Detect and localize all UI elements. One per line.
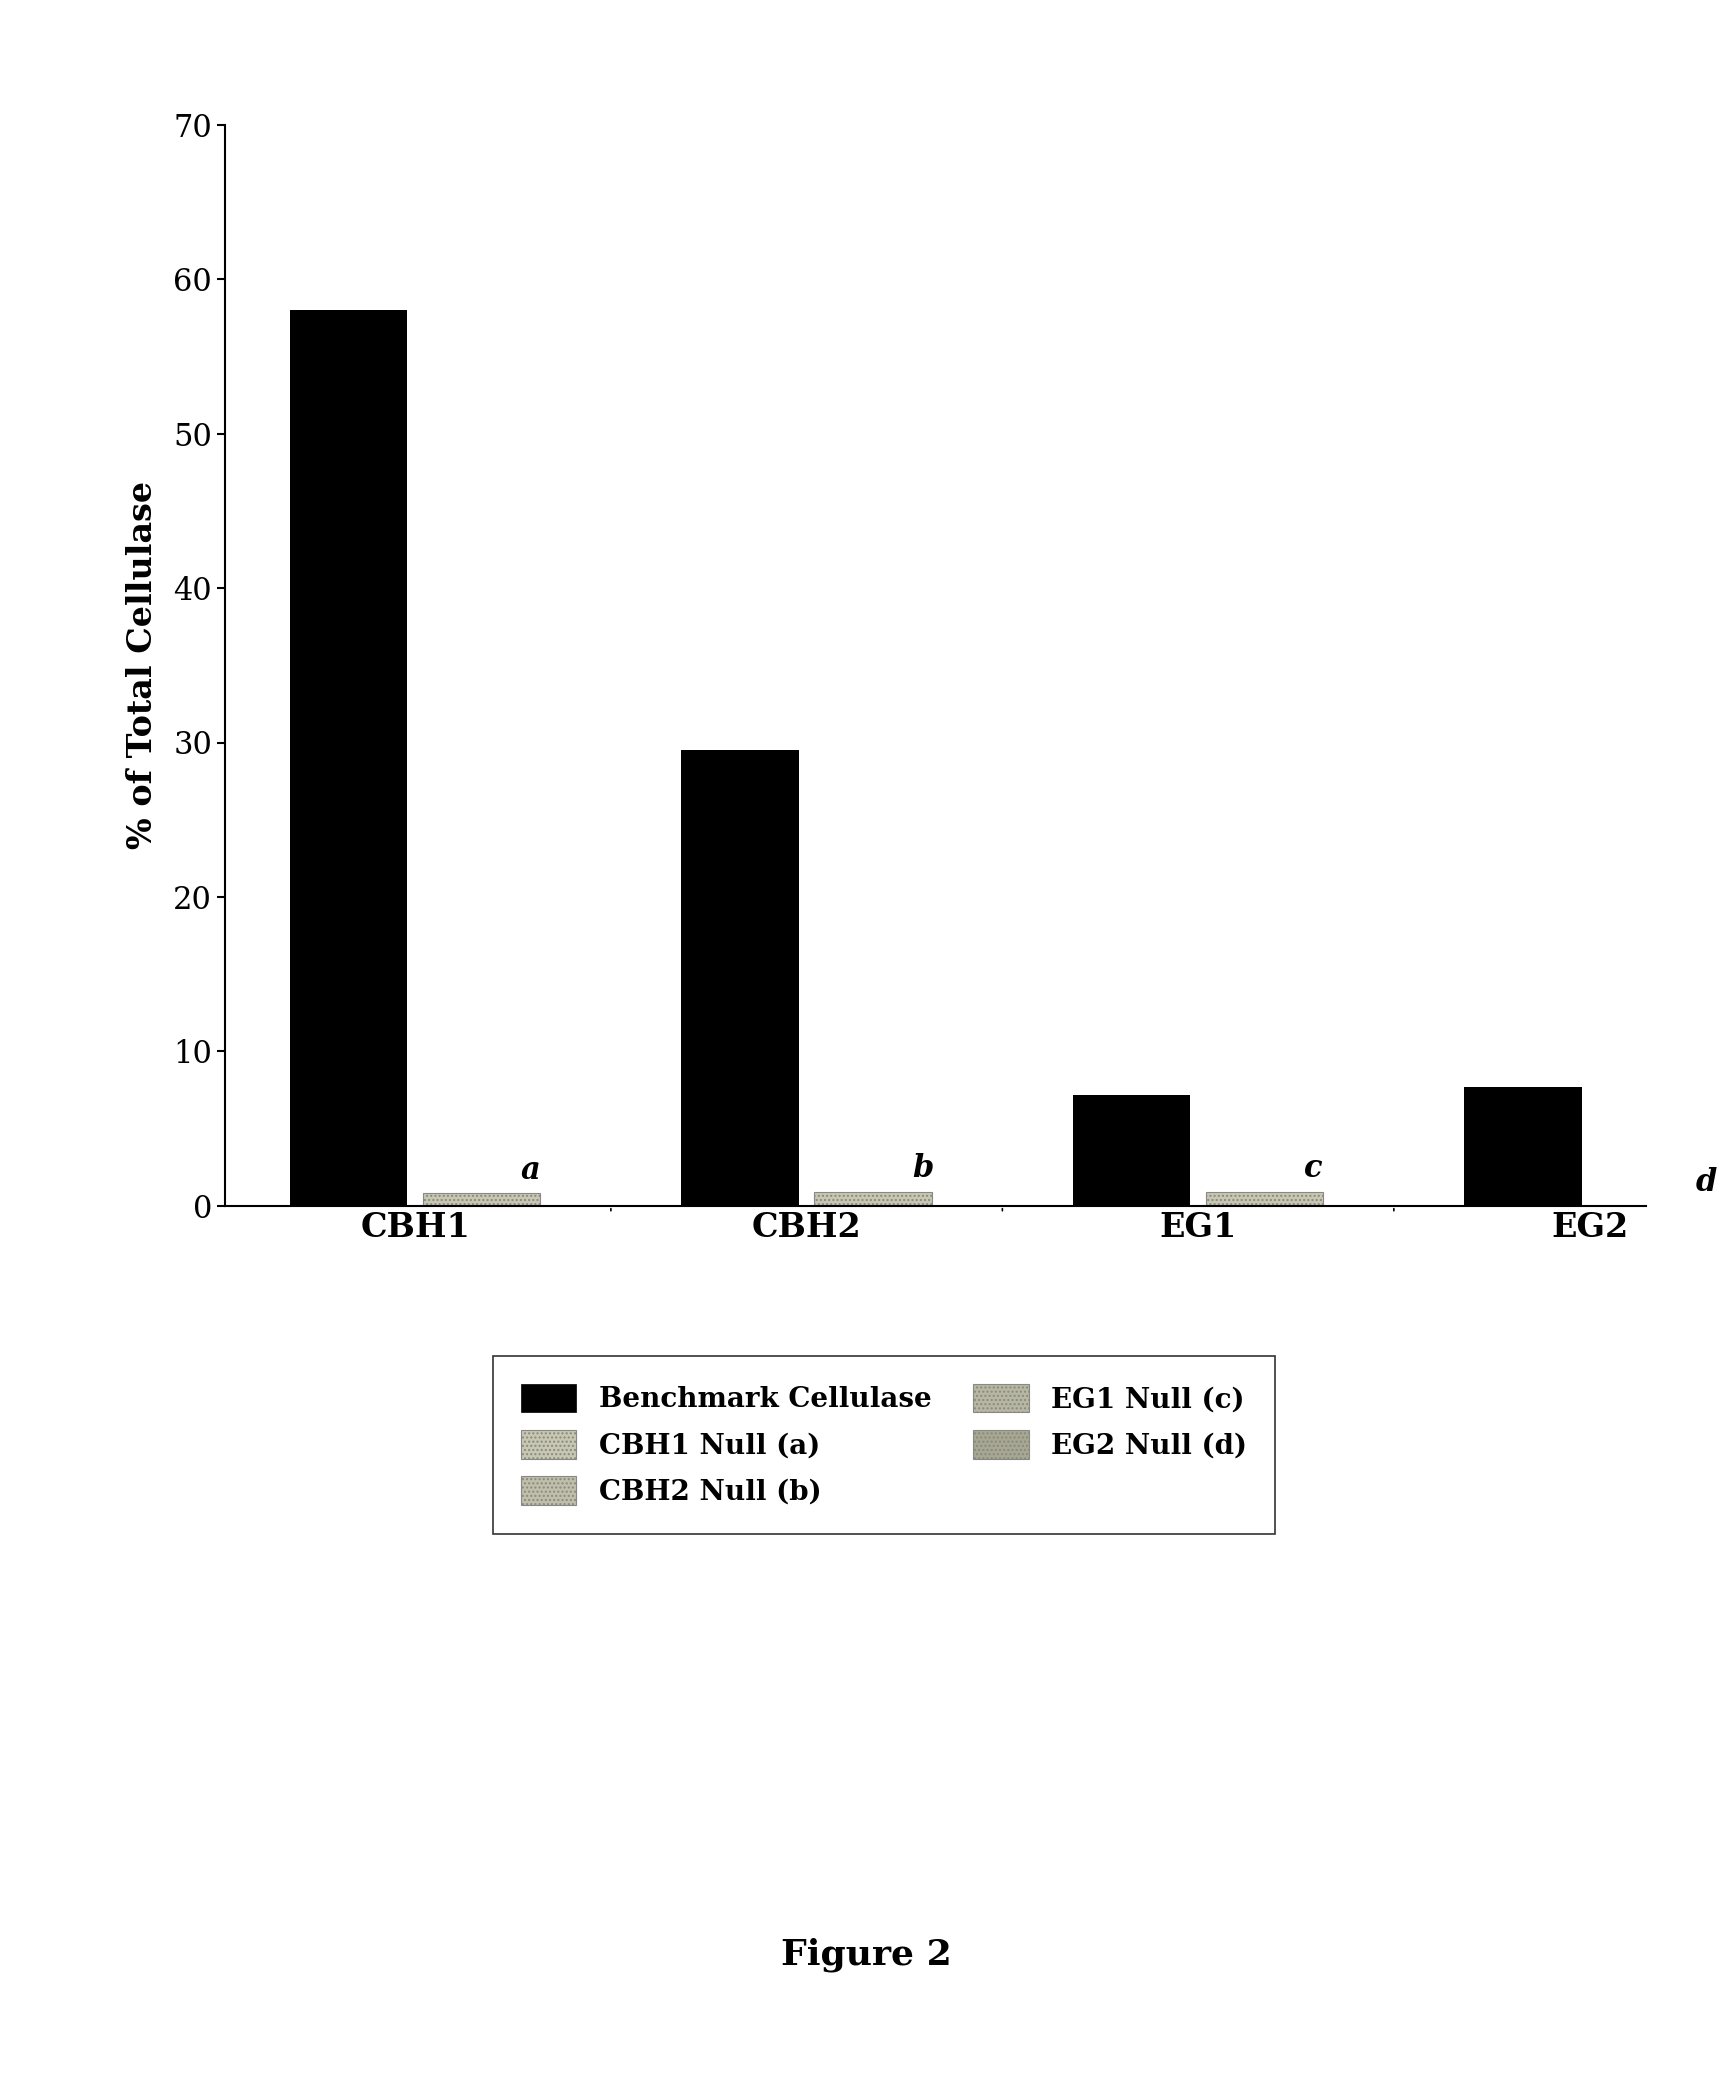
Text: b: b	[911, 1154, 934, 1185]
Bar	[289, 310, 407, 1206]
Text: Figure 2: Figure 2	[781, 1938, 951, 1971]
Bar	[423, 1193, 540, 1206]
Text: a: a	[521, 1154, 540, 1185]
Legend: Benchmark Cellulase, CBH1 Null (a), CBH2 Null (b), EG1 Null (c), EG2 Null (d): Benchmark Cellulase, CBH1 Null (a), CBH2…	[494, 1356, 1273, 1534]
Bar	[1072, 1096, 1190, 1206]
Bar	[814, 1191, 932, 1206]
Y-axis label: % of Total Cellulase: % of Total Cellulase	[126, 480, 159, 850]
Text: d: d	[1694, 1166, 1716, 1198]
Bar	[681, 751, 798, 1206]
Bar	[1464, 1087, 1581, 1206]
Text: c: c	[1302, 1154, 1322, 1185]
Bar	[1205, 1191, 1323, 1206]
